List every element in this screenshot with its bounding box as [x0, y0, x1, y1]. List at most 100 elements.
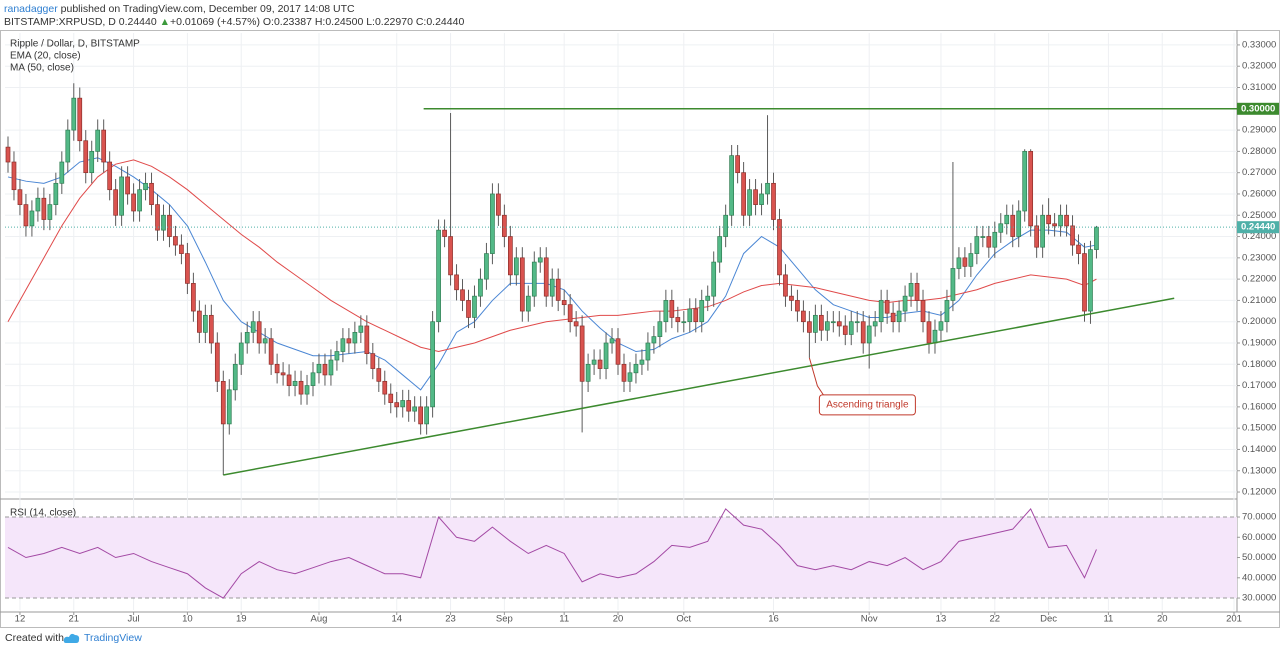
candle-body: [83, 140, 89, 174]
ohlc: O:0.23387 H:0.24500 L:0.22970 C:0.24440: [262, 16, 465, 28]
candle-body: [801, 310, 806, 323]
candle-body: [89, 151, 95, 174]
candle-body: [244, 332, 250, 344]
candle-body: [813, 314, 818, 333]
candle-body: [789, 295, 794, 301]
change-arrow: ▲: [159, 16, 171, 28]
candle-body: [525, 295, 531, 312]
candle-body: [1094, 226, 1099, 250]
candle-body: [436, 229, 441, 323]
candle-body: [519, 257, 525, 312]
candle-body: [723, 214, 729, 237]
candle-body: [328, 359, 334, 376]
candle-body: [41, 197, 47, 220]
y-tick-label: 0.15000: [1242, 423, 1276, 434]
candle-body: [531, 261, 537, 297]
y-tick-label: 0.31000: [1242, 82, 1276, 93]
y-tick-label: 0.25000: [1242, 210, 1276, 221]
candle-body: [741, 172, 746, 216]
candle-body: [472, 295, 477, 318]
x-tick-label: Aug: [311, 614, 328, 625]
candle-body: [938, 321, 944, 331]
candle-body: [113, 189, 118, 216]
candle-body: [1076, 244, 1081, 254]
indicator-line: [7, 159, 1097, 353]
candle-body: [1070, 225, 1075, 246]
candle-body: [59, 161, 65, 184]
x-tick-label: Nov: [861, 614, 878, 625]
candle-body: [896, 310, 902, 323]
candle-body: [292, 380, 298, 386]
candle-body: [974, 236, 980, 254]
rsi-pane: [5, 508, 1237, 599]
x-tick-label: 10: [182, 614, 193, 625]
candle-body: [687, 308, 693, 323]
rsi-title: RSI (14, close): [10, 508, 76, 519]
candle-body: [681, 321, 687, 324]
candle-body: [214, 342, 220, 382]
candle-body: [101, 129, 107, 163]
candle-body: [1058, 214, 1063, 227]
candle-body: [842, 325, 848, 335]
candle-body: [430, 321, 435, 408]
y-tick-label: 0.33000: [1242, 39, 1276, 50]
candle-body: [543, 257, 549, 297]
x-tick-label: Sep: [496, 614, 513, 625]
indicator-line: [7, 157, 1097, 391]
candle-body: [35, 197, 41, 212]
y-tick-label: 0.18000: [1242, 359, 1276, 370]
symbol: BITSTAMP:XRPUSD, D: [4, 16, 116, 28]
candle-body: [729, 155, 734, 216]
candle-body: [47, 204, 53, 220]
candle-body: [950, 268, 956, 301]
axes: 12 21 Jul 10 19 Aug 14 23 Sep 11 20 Oct 16 Nov 13 22 Dec…: [15, 39, 1279, 625]
candle-body: [693, 308, 699, 323]
candle-body: [185, 253, 190, 284]
y-tick-label: 70.0000: [1242, 512, 1276, 523]
candle-body: [334, 351, 340, 361]
last-price: 0.24440: [118, 16, 157, 28]
candle-body: [615, 338, 621, 365]
candle-body: [149, 182, 154, 205]
author[interactable]: ranadagger: [4, 3, 58, 15]
candle-body: [155, 204, 160, 231]
candle-body: [956, 257, 962, 269]
candle-body: [908, 283, 914, 297]
candle-body: [627, 372, 633, 382]
brand[interactable]: TradingView: [84, 632, 142, 644]
candle-body: [1022, 151, 1028, 212]
candle-body: [262, 338, 268, 344]
x-tick-label: 19: [236, 614, 247, 625]
candle-body: [23, 204, 29, 227]
candle-body: [298, 380, 304, 395]
candle-body: [1010, 214, 1016, 237]
y-tick-label: 0.12000: [1242, 487, 1276, 498]
candle-body: [406, 400, 412, 412]
candle-body: [818, 314, 824, 331]
x-tick-label: 11: [559, 614, 569, 625]
candle-body: [633, 363, 639, 374]
candle-body: [358, 325, 364, 333]
candle-body: [573, 321, 579, 327]
candle-body: [316, 363, 322, 374]
candle-body: [645, 342, 651, 361]
candle-body: [490, 193, 495, 254]
y-tick-label: 0.13000: [1242, 465, 1276, 476]
candle-body: [382, 380, 388, 395]
x-tick-label: 201: [1226, 614, 1242, 625]
candle-body: [968, 253, 974, 267]
candle-body: [250, 321, 256, 333]
candle-body: [286, 374, 292, 386]
y-tick-label: 40.0000: [1242, 572, 1276, 583]
candle-body: [238, 342, 244, 365]
candle-body: [920, 300, 926, 323]
candle-body: [1082, 253, 1087, 312]
candle-body: [1088, 249, 1093, 312]
candle-body: [346, 338, 352, 344]
candle-body: [753, 189, 758, 205]
y-tick-label: 0.16000: [1242, 401, 1276, 412]
candle-body: [765, 182, 770, 195]
candle-body: [663, 300, 669, 323]
x-tick-label: Jul: [128, 614, 140, 625]
